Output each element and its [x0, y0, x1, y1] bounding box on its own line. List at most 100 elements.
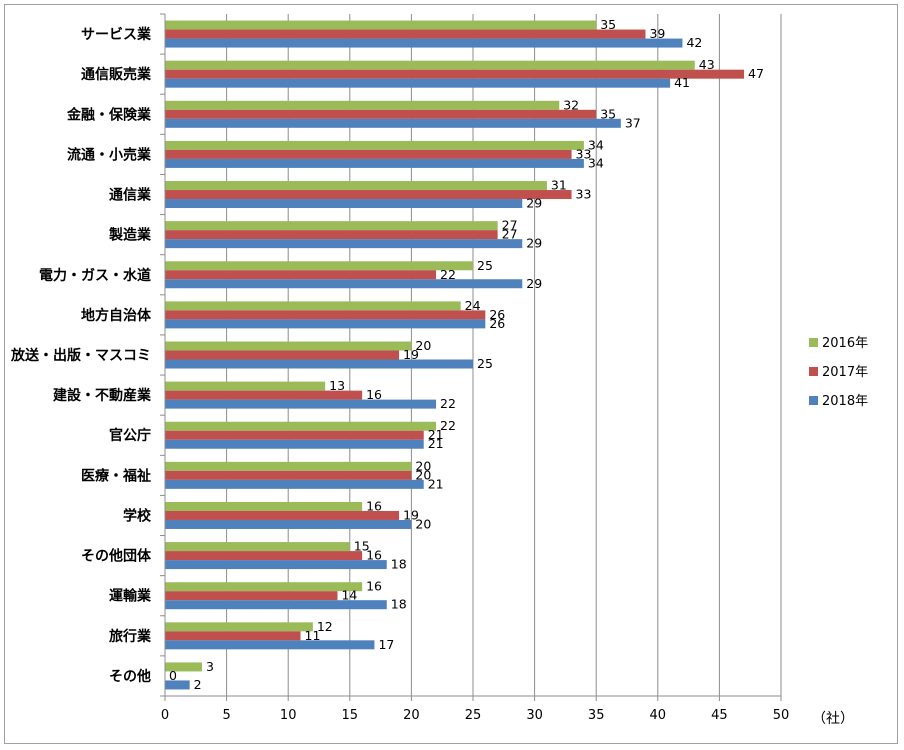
- data-label: 42: [686, 35, 702, 50]
- bar: [165, 591, 338, 601]
- data-label: 27: [502, 218, 518, 233]
- data-label: 15: [354, 539, 370, 554]
- data-label: 20: [415, 338, 431, 353]
- data-label: 33: [576, 187, 592, 202]
- bar-series: [165, 20, 745, 690]
- category-label: 官公庁: [109, 427, 151, 444]
- data-label: 18: [391, 597, 407, 612]
- data-label: 34: [588, 155, 604, 170]
- category-label: 通信業: [109, 187, 152, 204]
- data-label: 33: [576, 146, 592, 161]
- data-label: 37: [625, 115, 641, 130]
- bar: [165, 29, 646, 39]
- bar: [165, 510, 400, 520]
- category-label: サービス業: [81, 26, 152, 43]
- bar: [165, 439, 424, 449]
- category-label: 通信販売業: [81, 66, 152, 83]
- legend-swatch: [809, 396, 818, 405]
- x-tick-label: 40: [650, 708, 667, 723]
- data-label: 21: [428, 476, 444, 491]
- bar: [165, 359, 473, 369]
- bar: [165, 301, 461, 311]
- data-label: 11: [305, 628, 321, 643]
- category-label: 放送・出版・マスコミ: [10, 347, 151, 364]
- category-label: 学校: [123, 507, 152, 524]
- bar: [165, 461, 412, 471]
- bar: [165, 640, 375, 650]
- category-label: その他: [109, 668, 151, 685]
- category-label: 電力・ガス・水道: [39, 267, 151, 284]
- legend-label: 2016年: [822, 336, 868, 351]
- category-label: 金融・保険業: [66, 106, 152, 123]
- data-label: 20: [415, 458, 431, 473]
- category-label: 運輸業: [109, 588, 152, 605]
- bar: [165, 399, 437, 409]
- category-label: 医療・福祉: [81, 467, 151, 484]
- bar: [165, 319, 486, 329]
- legend: 2016年 2017年 2018年: [809, 336, 868, 409]
- bar: [165, 20, 597, 30]
- unit-label: （社）: [812, 711, 854, 727]
- bar: [165, 69, 745, 79]
- x-tick-label: 15: [342, 708, 359, 723]
- bar: [165, 582, 363, 592]
- bar: [165, 199, 523, 209]
- bar: [165, 221, 498, 231]
- legend-label: 2018年: [822, 394, 868, 409]
- data-label: 20: [415, 516, 431, 531]
- data-label: 39: [649, 26, 665, 41]
- data-label: 29: [526, 196, 542, 211]
- legend-swatch: [809, 338, 818, 347]
- category-label: 地方自治体: [81, 307, 152, 324]
- bar: [165, 100, 560, 110]
- x-tick-label: 10: [280, 708, 297, 723]
- category-label: 流通・小売業: [67, 146, 152, 163]
- x-tick-label: 20: [403, 708, 420, 723]
- data-label: 25: [477, 258, 493, 273]
- category-label: 製造業: [108, 227, 152, 244]
- legend-label: 2017年: [822, 365, 868, 380]
- bar: [165, 560, 387, 570]
- category-labels: サービス業通信販売業金融・保険業流通・小売業通信業製造業電力・ガス・水道地方自治…: [10, 26, 152, 685]
- data-label: 32: [563, 97, 579, 112]
- data-label: 0: [169, 668, 177, 683]
- bar: [165, 38, 683, 48]
- bar: [165, 600, 387, 610]
- bar: [165, 158, 584, 168]
- data-label: 20: [415, 467, 431, 482]
- bar-chart: 3539424347413235373433343133292727292522…: [10, 13, 868, 727]
- bar: [165, 149, 572, 159]
- bar: [165, 230, 498, 240]
- data-label: 27: [502, 227, 518, 242]
- data-label: 34: [588, 137, 604, 152]
- data-label: 21: [428, 436, 444, 451]
- bar: [165, 501, 363, 511]
- bar: [165, 519, 412, 529]
- x-tick-label: 5: [222, 708, 230, 723]
- data-label: 25: [477, 356, 493, 371]
- bar: [165, 118, 621, 128]
- data-label: 29: [526, 276, 542, 291]
- bar: [165, 479, 424, 489]
- bar: [165, 542, 350, 552]
- data-label: 24: [465, 298, 481, 313]
- data-label: 14: [341, 588, 357, 603]
- data-label: 47: [748, 66, 764, 81]
- data-label: 22: [440, 267, 456, 282]
- data-label: 26: [489, 316, 505, 331]
- data-label: 35: [600, 17, 616, 32]
- bar: [165, 261, 473, 271]
- data-label: 41: [674, 75, 690, 90]
- bar: [165, 239, 523, 249]
- bar: [165, 140, 584, 150]
- data-label: 2: [194, 677, 202, 692]
- bar: [165, 631, 301, 641]
- data-label: 18: [391, 557, 407, 572]
- data-label: 29: [526, 236, 542, 251]
- x-tick-label: 35: [588, 708, 605, 723]
- data-label: 19: [403, 507, 419, 522]
- bar: [165, 421, 437, 431]
- bar: [165, 680, 190, 690]
- data-label: 19: [403, 347, 419, 362]
- data-label: 26: [489, 307, 505, 322]
